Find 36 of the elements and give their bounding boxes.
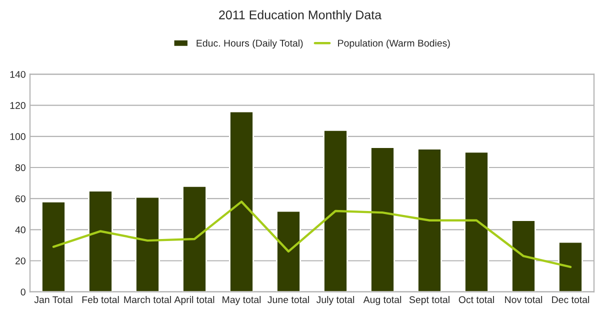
y-tick-label: 80	[15, 164, 26, 172]
y-tick-label: 140	[10, 70, 26, 78]
bar	[41, 200, 66, 292]
line-series	[52, 200, 572, 268]
x-tick-label: Feb total	[82, 296, 119, 304]
bar	[182, 185, 207, 292]
x-tick-label: Jan Total	[34, 296, 72, 304]
x-tick-label: Oct total	[458, 296, 494, 304]
chart-title: 2011 Education Monthly Data	[219, 10, 382, 22]
legend-label: Population (Warm Bodies)	[338, 39, 450, 49]
bar	[558, 241, 583, 292]
x-tick-label: March total	[124, 296, 171, 304]
x-tick-label: May total	[222, 296, 261, 306]
bar	[135, 196, 160, 292]
bar	[511, 220, 536, 292]
y-tick-label: 120	[10, 102, 26, 109]
bar	[370, 146, 395, 292]
bar	[464, 151, 489, 292]
y-tick-label: 20	[16, 257, 26, 264]
y-tick-label: 60	[16, 195, 26, 202]
x-tick-label: Dec total	[552, 296, 590, 304]
y-tick-label: 0	[20, 288, 26, 296]
bar	[229, 110, 254, 292]
bar	[276, 210, 301, 292]
x-tick-label: July total	[316, 296, 354, 306]
x-tick-label: Nov total	[505, 296, 542, 304]
x-tick-label: June total	[268, 296, 309, 304]
bar	[88, 190, 113, 292]
bar	[417, 148, 442, 292]
x-tick-label: April total	[174, 296, 214, 306]
bar	[323, 130, 348, 292]
x-tick-label: Sept total	[409, 296, 450, 306]
legend-label: Educ. Hours (Daily Total)	[196, 39, 303, 49]
y-tick-label: 100	[10, 133, 26, 140]
x-tick-label: Aug total	[363, 296, 402, 306]
y-tick-label: 40	[15, 226, 26, 234]
